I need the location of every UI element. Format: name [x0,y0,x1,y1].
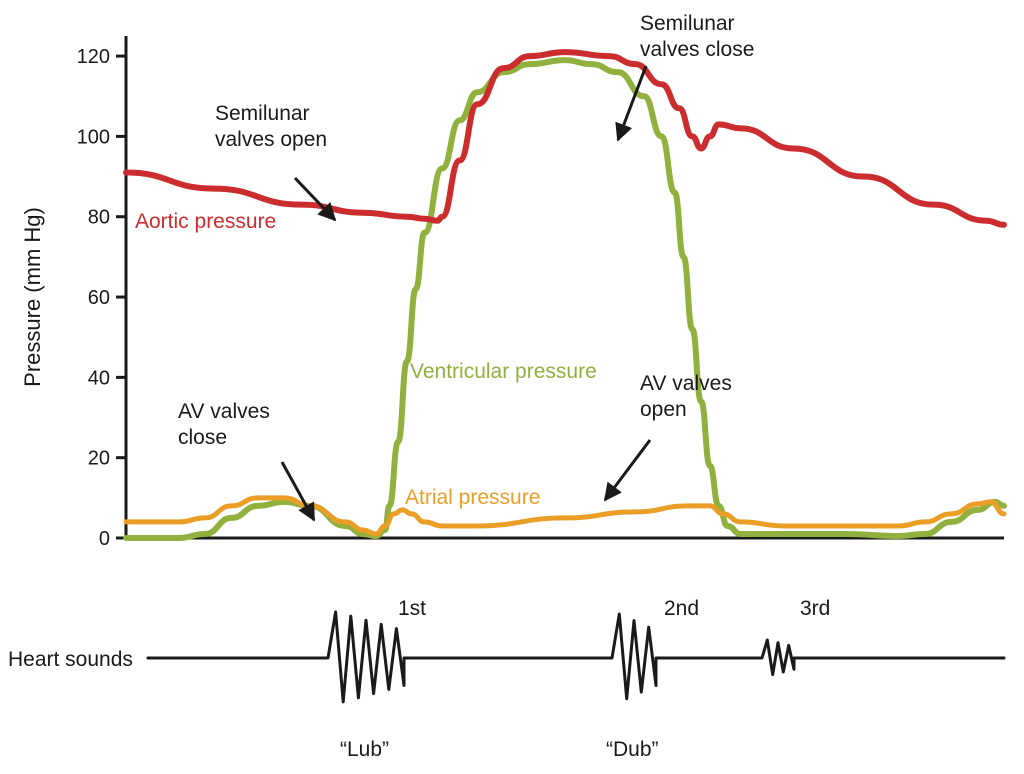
y-tick-label: 20 [88,448,110,470]
annotation-av_close-arrow [282,462,314,520]
y-tick-label: 60 [88,287,110,309]
diagram-svg: 0 20 40 60 80 100 120 Pressure (mm Hg) Ventricul… [0,0,1024,774]
annotation-av_open-arrow [605,440,650,500]
annotation-sl_close-arrow [618,66,646,140]
annotation-sl_open-line: Semilunar [215,102,310,125]
annotation-sl_close-line: valves close [640,38,754,61]
heart-sounds-label: Heart sounds [8,648,133,671]
annotation-av_close-line: close [178,426,227,449]
annotation-av_open-line: open [640,398,687,421]
series-label-atrial: Atrial pressure [405,486,540,509]
heart-sound-ordinal-1: 1st [398,597,426,620]
cardiac-cycle-diagram: 0 20 40 60 80 100 120 Pressure (mm Hg) Ventricul… [0,0,1024,774]
series-label-aortic: Aortic pressure [135,210,276,233]
y-tick-label: 40 [88,367,110,389]
y-tick-label: 120 [77,46,110,68]
heart-sound-sub-2: “Dub” [606,738,659,761]
heart-sound-ordinal-3: 3rd [800,597,830,620]
annotation-sl_open-line: valves open [215,128,327,151]
annotation-av_close-line: AV valves [178,400,270,423]
y-tick-label: 100 [77,126,110,148]
y-tick-label: 0 [99,528,110,550]
y-axis-label: Pressure (mm Hg) [20,207,45,387]
annotation-sl_open-arrow [295,178,335,220]
y-tick-label: 80 [88,207,110,229]
annotation-sl_close-line: Semilunar [640,12,735,35]
heart-sound-ordinal-2: 2nd [664,597,699,620]
series-label-ventricular: Ventricular pressure [410,360,597,383]
annotation-av_open-line: AV valves [640,372,732,395]
heart-sounds-trace [148,612,1004,702]
heart-sound-sub-1: “Lub” [340,738,389,761]
